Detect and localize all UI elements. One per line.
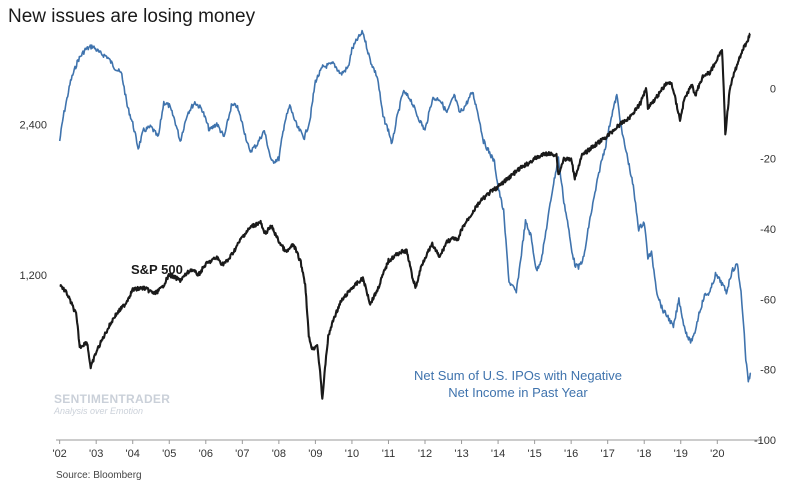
x-tick-label: '20 <box>710 448 724 460</box>
right-tick-label: -60 <box>760 294 776 306</box>
watermark: SENTIMENTRADER Analysis over Emotion <box>54 392 170 416</box>
x-tick-label: '12 <box>418 448 432 460</box>
x-tick-label: '11 <box>382 448 396 460</box>
right-tick-label: -100 <box>754 435 776 447</box>
x-tick-label: '05 <box>162 448 176 460</box>
ipo-label-line-2: Net Income in Past Year <box>448 385 588 400</box>
x-tick-label: '03 <box>89 448 103 460</box>
x-tick-label: '17 <box>601 448 615 460</box>
right-tick-label: 0 <box>770 83 776 95</box>
tick-labels: '02 '03 '04 '05 '06 '07 '08 '09 '10 '11 '12 '13 '14 '… <box>19 83 776 460</box>
axes <box>56 439 762 444</box>
x-tick-label: '19 <box>674 448 688 460</box>
x-tick-label: '06 <box>199 448 213 460</box>
sp500-series-line <box>59 32 751 400</box>
right-tick-label: -80 <box>760 365 776 377</box>
x-tick-label: '15 <box>527 448 541 460</box>
right-tick-label: -20 <box>760 154 776 166</box>
chart-title: New issues are losing money <box>8 6 256 27</box>
x-tick-label: '08 <box>272 448 286 460</box>
x-tick-label: '07 <box>235 448 249 460</box>
left-tick-label: 1,200 <box>19 270 47 282</box>
left-tick-label: 2,400 <box>19 120 47 132</box>
x-tick-label: '02 <box>52 448 66 460</box>
x-tick-label: '04 <box>126 448 140 460</box>
x-tick-label: '18 <box>637 448 651 460</box>
sp500-label: S&P 500 <box>131 262 183 277</box>
x-tick-label: '09 <box>308 448 322 460</box>
watermark-tagline: Analysis over Emotion <box>54 406 144 416</box>
source-note: Source: Bloomberg <box>56 470 142 481</box>
x-tick-label: '10 <box>345 448 359 460</box>
watermark-brand: SENTIMENTRADER <box>54 392 171 406</box>
x-tick-label: '16 <box>564 448 578 460</box>
ipo-series-line <box>58 29 752 383</box>
right-tick-label: -40 <box>760 224 776 236</box>
x-tick-label: '13 <box>454 448 468 460</box>
ipo-label-line-1: Net Sum of U.S. IPOs with Negative <box>414 368 622 383</box>
series <box>58 29 752 400</box>
x-tick-label: '14 <box>491 448 505 460</box>
series-labels: S&P 500 Net Sum of U.S. IPOs with Negativ… <box>131 262 622 400</box>
